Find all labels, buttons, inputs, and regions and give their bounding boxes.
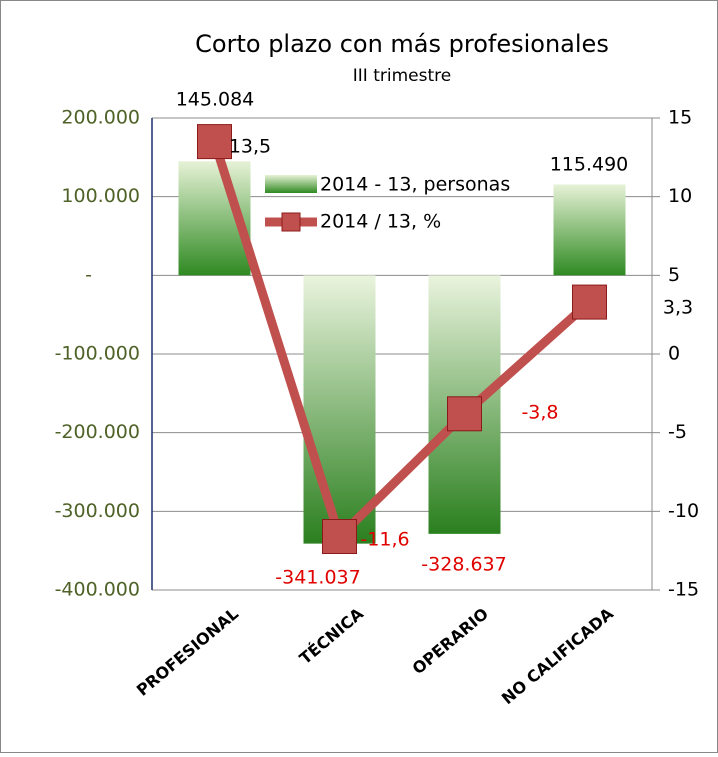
y2-tick-label: -10	[668, 500, 699, 522]
y2-tick-label: -5	[668, 421, 687, 443]
y2-tick-label: 15	[668, 107, 692, 129]
y-tick-label: 200.000	[61, 107, 140, 129]
bar-value-label: -341.037	[275, 567, 360, 589]
line-marker	[197, 124, 232, 160]
line-marker	[447, 396, 482, 432]
y-tick-label: -	[85, 264, 92, 286]
legend-label: 2014 - 13, personas	[320, 174, 510, 196]
y2-tick-label: 5	[668, 264, 680, 286]
bar-value-label: 145.084	[176, 89, 255, 111]
bar-value-label: -328.637	[421, 554, 506, 576]
line-value-label: 13,5	[229, 136, 271, 158]
line	[210, 140, 593, 542]
line-marker	[322, 519, 357, 555]
line-value-label: 3,3	[663, 297, 693, 319]
y-tick-label: -400.000	[55, 579, 140, 601]
legend-swatch	[281, 212, 301, 232]
line-marker	[572, 284, 607, 320]
chart-title: Corto plazo con más profesionales	[195, 30, 609, 58]
legend-label: 2014 / 13, %	[320, 211, 441, 233]
y-tick-label: -100.000	[55, 343, 140, 365]
bar	[553, 184, 626, 276]
bar	[303, 275, 376, 544]
y2-tick-label: -15	[668, 579, 699, 601]
legend-swatch	[265, 175, 317, 193]
chart-subtitle: III trimestre	[353, 66, 451, 86]
y-tick-label: -200.000	[55, 421, 140, 443]
y2-tick-label: 10	[668, 185, 692, 207]
line-value-label: -11,6	[360, 529, 409, 551]
y-tick-label: -300.000	[55, 500, 140, 522]
y-tick-label: 100.000	[61, 185, 140, 207]
bar-value-label: 115.490	[550, 154, 629, 176]
line-value-label: -3,8	[521, 402, 558, 424]
y2-tick-label: 0	[668, 343, 680, 365]
